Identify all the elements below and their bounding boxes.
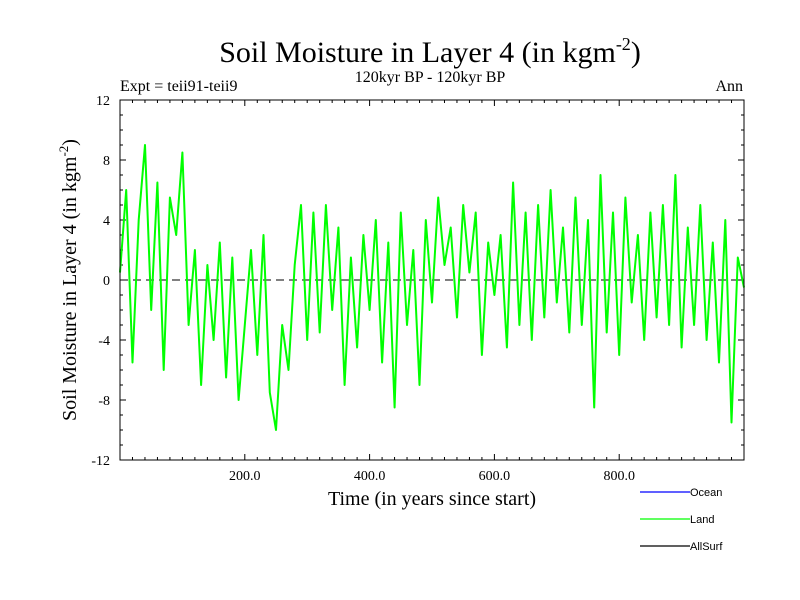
chart-title: Soil Moisture in Layer 4 (in kgm-2) xyxy=(219,34,641,69)
legend-label-land: Land xyxy=(690,514,714,526)
axis-tick-labels: -12 -8 -4 0 4 8 12 200.0 400.0 600.0 800.0 xyxy=(91,94,635,484)
x-tick-label: 800.0 xyxy=(603,469,635,484)
y-tick-label: -12 xyxy=(91,454,110,469)
series-line-land xyxy=(119,144,745,431)
period-label: Ann xyxy=(715,78,743,95)
legend-label-allsurf: AllSurf xyxy=(690,541,723,553)
legend: Ocean Land AllSurf xyxy=(640,487,723,553)
y-tick-label: 4 xyxy=(103,214,110,229)
x-tick-label: 400.0 xyxy=(354,469,386,484)
legend-label-ocean: Ocean xyxy=(690,487,722,499)
experiment-label: Expt = teii91-teii9 xyxy=(120,78,237,95)
x-tick-label: 200.0 xyxy=(229,469,261,484)
x-tick-label: 600.0 xyxy=(479,469,511,484)
plot-frame xyxy=(119,99,745,461)
y-tick-label: -4 xyxy=(98,334,110,349)
y-tick-label: 8 xyxy=(103,154,110,169)
series-lines xyxy=(119,144,745,431)
y-axis-label: Soil Moisture in Layer 4 (in kgm-2) xyxy=(56,139,81,421)
y-tick-label: -8 xyxy=(98,394,110,409)
x-axis-label: Time (in years since start) xyxy=(328,488,536,510)
chart-subtitle: 120kyr BP - 120kyr BP xyxy=(355,69,506,86)
y-tick-label: 0 xyxy=(103,274,110,289)
y-tick-label: 12 xyxy=(96,94,110,109)
